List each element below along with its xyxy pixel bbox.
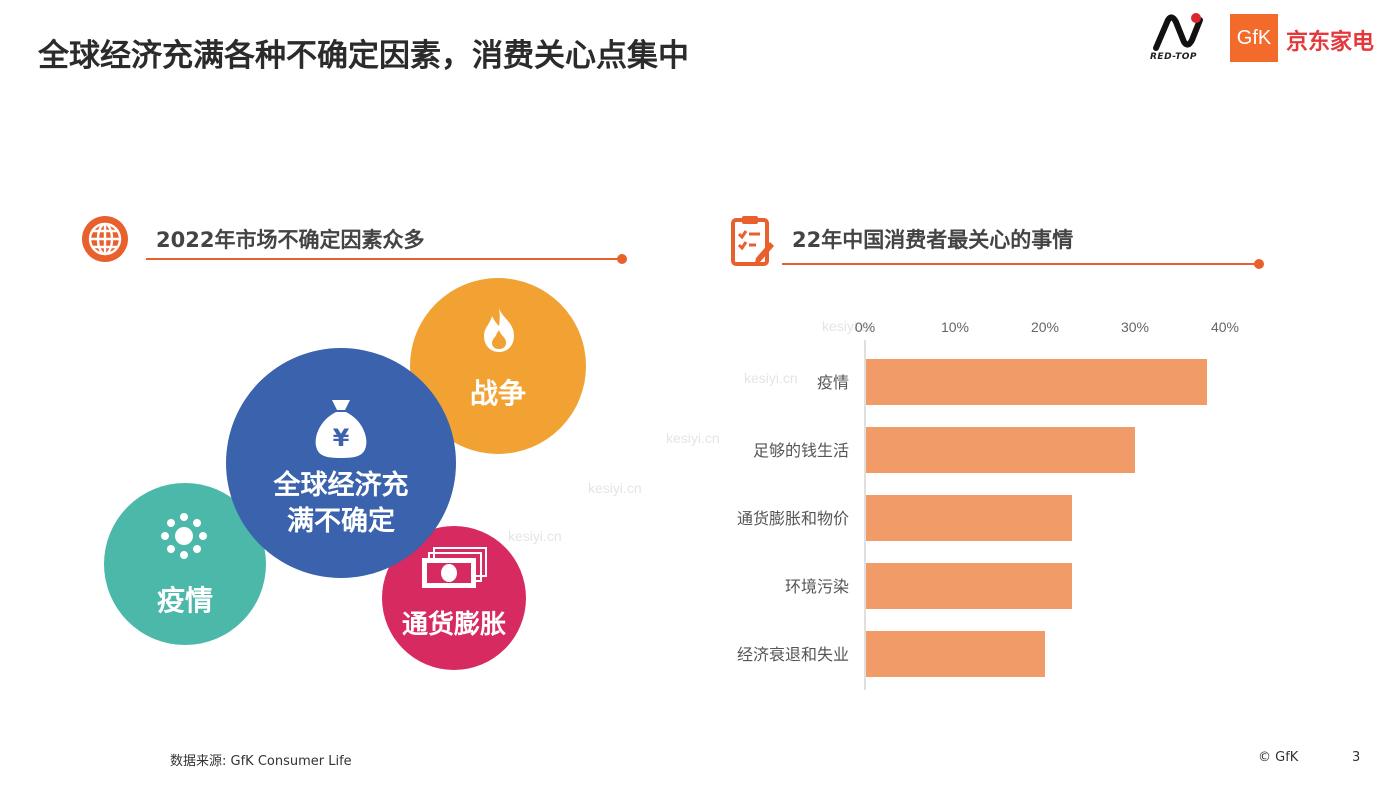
watermark: kesiyi.cn: [508, 528, 562, 544]
bar: [866, 495, 1072, 541]
virus-icon: [161, 513, 207, 559]
x-tick-label: 0%: [855, 319, 875, 335]
jd-logo: 京东家电: [1286, 30, 1375, 55]
page-number: 3: [1352, 750, 1361, 765]
left-section-divider: [146, 258, 622, 260]
x-tick-label: 20%: [1031, 319, 1059, 335]
svg-text:¥: ¥: [333, 424, 350, 452]
page-title: 全球经济充满各种不确定因素，消费关心点集中: [38, 38, 689, 74]
bubble-global-economy: ¥ 全球经济充 满不确定: [226, 348, 456, 578]
redtop-logo: RED-TOP: [1150, 12, 1222, 68]
category-label: 环境污染: [785, 577, 849, 596]
category-label: 经济衰退和失业: [737, 645, 849, 664]
watermark: kesiyi.cn: [822, 318, 876, 334]
bubble-war-label: 战争: [469, 377, 526, 410]
bar: [866, 359, 1207, 405]
left-section-heading: 2022年市场不确定因素众多: [156, 228, 425, 252]
clipboard-icon: [730, 214, 774, 270]
bar: [866, 427, 1135, 473]
footer-source: 数据来源: GfK Consumer Life: [170, 754, 352, 769]
redtop-logo-text: RED-TOP: [1150, 52, 1198, 62]
right-section-divider: [782, 263, 1258, 265]
right-section-divider-dot: [1254, 259, 1264, 269]
right-section-heading: 22年中国消费者最关心的事情: [792, 228, 1074, 252]
category-label: 通货膨胀和物价: [737, 509, 849, 528]
bubble-inflation-label: 通货膨胀: [401, 610, 506, 640]
x-tick-label: 40%: [1211, 319, 1239, 335]
globe-icon: [80, 214, 130, 268]
x-tick-label: 10%: [941, 319, 969, 335]
bubble-global-economy-label-line1: 全球经济充: [273, 470, 409, 501]
banknotes-icon: [422, 547, 487, 588]
bubble-global-economy-label-line2: 满不确定: [287, 506, 395, 537]
bubble-epidemic-label: 疫情: [156, 584, 213, 617]
category-label: 疫情: [817, 373, 849, 392]
footer-copyright: © GfK: [1258, 750, 1299, 765]
category-label: 足够的钱生活: [753, 441, 849, 460]
bar: [866, 563, 1072, 609]
watermark: kesiyi.cn: [744, 370, 798, 386]
left-section-divider-dot: [617, 254, 627, 264]
flame-icon: [484, 308, 514, 352]
bar: [866, 631, 1045, 677]
money-bag-icon: ¥: [315, 400, 367, 458]
gfk-logo: GfK: [1230, 14, 1278, 62]
watermark: kesiyi.cn: [588, 480, 642, 496]
watermark: kesiyi.cn: [666, 430, 720, 446]
x-tick-label: 30%: [1121, 319, 1149, 335]
